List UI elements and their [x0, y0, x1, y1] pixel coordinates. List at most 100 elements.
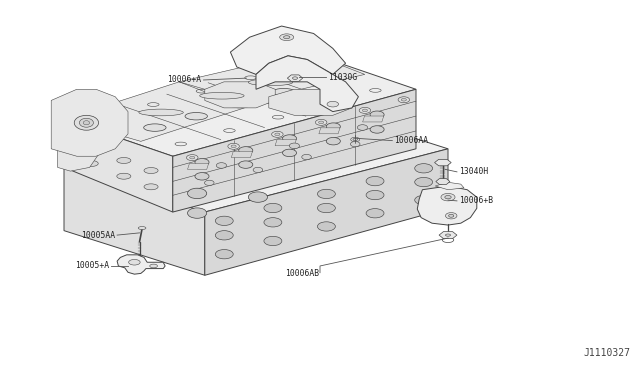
Ellipse shape [185, 112, 207, 120]
Ellipse shape [353, 138, 358, 141]
Ellipse shape [253, 167, 263, 173]
Ellipse shape [58, 137, 76, 149]
Ellipse shape [280, 34, 294, 41]
Ellipse shape [302, 154, 312, 160]
Ellipse shape [415, 164, 433, 173]
Ellipse shape [445, 234, 451, 236]
Polygon shape [287, 75, 303, 81]
Ellipse shape [326, 137, 340, 145]
Polygon shape [275, 140, 296, 146]
Text: 11030G: 11030G [328, 73, 358, 82]
Text: 10006+B: 10006+B [459, 196, 493, 205]
Text: 13040H: 13040H [459, 167, 488, 176]
Text: J1110327: J1110327 [584, 348, 630, 358]
Ellipse shape [264, 218, 282, 227]
Ellipse shape [317, 203, 335, 213]
Polygon shape [179, 52, 365, 104]
Ellipse shape [351, 137, 360, 142]
Ellipse shape [415, 195, 433, 205]
Ellipse shape [144, 124, 166, 131]
Polygon shape [64, 82, 256, 141]
Ellipse shape [370, 126, 384, 133]
Ellipse shape [216, 163, 227, 168]
Ellipse shape [292, 77, 298, 80]
Ellipse shape [445, 213, 457, 219]
Text: 10006AA: 10006AA [394, 136, 428, 145]
Polygon shape [436, 179, 450, 185]
Polygon shape [64, 52, 416, 156]
Text: 10005AA: 10005AA [81, 231, 115, 240]
Ellipse shape [366, 190, 384, 200]
Polygon shape [231, 151, 252, 157]
Ellipse shape [229, 100, 252, 108]
Ellipse shape [138, 227, 146, 230]
Ellipse shape [215, 231, 233, 240]
Polygon shape [58, 115, 102, 171]
Polygon shape [188, 163, 209, 169]
Ellipse shape [228, 143, 239, 149]
Polygon shape [256, 56, 358, 112]
Ellipse shape [188, 188, 207, 199]
Ellipse shape [117, 157, 131, 163]
Ellipse shape [284, 36, 290, 39]
Ellipse shape [359, 108, 371, 113]
Ellipse shape [445, 196, 451, 199]
Ellipse shape [63, 140, 72, 147]
Ellipse shape [357, 125, 367, 130]
Ellipse shape [248, 79, 292, 86]
Ellipse shape [317, 222, 335, 231]
Ellipse shape [84, 161, 99, 167]
Polygon shape [205, 82, 275, 108]
Ellipse shape [215, 250, 233, 259]
Ellipse shape [84, 145, 99, 151]
Ellipse shape [327, 101, 339, 107]
Ellipse shape [316, 119, 327, 125]
Ellipse shape [441, 193, 455, 201]
Ellipse shape [351, 141, 360, 147]
Polygon shape [51, 89, 128, 156]
Polygon shape [435, 182, 464, 190]
Polygon shape [64, 119, 173, 212]
Ellipse shape [282, 135, 296, 142]
Ellipse shape [264, 236, 282, 246]
Ellipse shape [129, 260, 140, 265]
Ellipse shape [248, 192, 268, 202]
Text: 10005+A: 10005+A [75, 262, 109, 270]
Ellipse shape [239, 147, 253, 154]
Ellipse shape [144, 184, 158, 190]
Ellipse shape [144, 167, 158, 173]
Ellipse shape [366, 176, 384, 186]
Ellipse shape [401, 99, 406, 101]
Ellipse shape [83, 121, 90, 125]
Polygon shape [417, 186, 477, 225]
Ellipse shape [289, 143, 300, 149]
Ellipse shape [282, 149, 296, 157]
Polygon shape [173, 89, 416, 212]
Ellipse shape [205, 180, 214, 185]
Polygon shape [319, 128, 340, 134]
Ellipse shape [188, 208, 207, 218]
Polygon shape [439, 231, 457, 239]
Ellipse shape [186, 155, 198, 161]
Polygon shape [64, 167, 205, 275]
Ellipse shape [117, 173, 131, 179]
Polygon shape [64, 104, 448, 212]
Polygon shape [205, 149, 448, 275]
Ellipse shape [189, 156, 195, 159]
Ellipse shape [314, 77, 337, 84]
Ellipse shape [398, 97, 410, 103]
Ellipse shape [271, 131, 283, 137]
Ellipse shape [273, 89, 295, 96]
Ellipse shape [415, 177, 433, 187]
Ellipse shape [200, 92, 244, 99]
Polygon shape [269, 89, 352, 115]
Ellipse shape [139, 109, 183, 116]
Ellipse shape [215, 216, 233, 225]
Ellipse shape [326, 123, 340, 130]
Text: 10006AB: 10006AB [285, 269, 319, 278]
Text: 10006+A: 10006+A [168, 76, 202, 84]
Polygon shape [230, 26, 346, 74]
Ellipse shape [195, 173, 209, 180]
Ellipse shape [275, 133, 280, 136]
Polygon shape [363, 116, 384, 122]
